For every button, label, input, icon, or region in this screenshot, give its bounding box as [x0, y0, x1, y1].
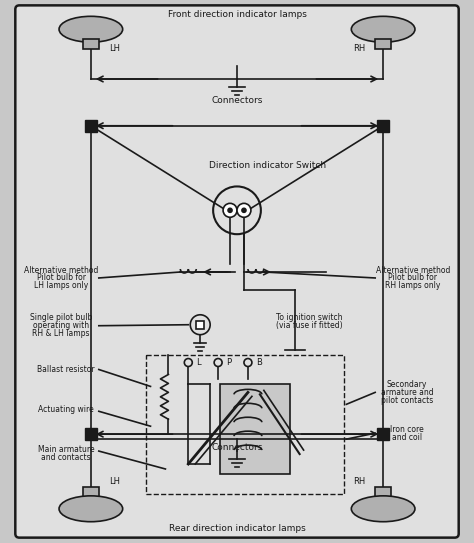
Text: Iron core: Iron core	[390, 425, 424, 434]
Ellipse shape	[59, 496, 123, 522]
Text: RH lamps only: RH lamps only	[385, 281, 441, 291]
Circle shape	[223, 203, 237, 217]
Bar	[85, 120, 97, 132]
Text: LH lamps only: LH lamps only	[34, 281, 88, 291]
Text: Alternative method: Alternative method	[24, 266, 98, 275]
Circle shape	[228, 209, 232, 212]
Text: and coil: and coil	[392, 433, 422, 441]
Bar	[83, 487, 99, 497]
Ellipse shape	[59, 16, 123, 42]
Circle shape	[242, 209, 246, 212]
Text: Direction indicator Switch: Direction indicator Switch	[209, 161, 327, 170]
Text: Connectors: Connectors	[211, 443, 263, 452]
Text: (via fuse if fitted): (via fuse if fitted)	[276, 321, 343, 330]
Text: RH & LH lamps: RH & LH lamps	[32, 329, 90, 338]
Text: Main armature: Main armature	[38, 445, 94, 453]
Text: Single pilot bulb: Single pilot bulb	[30, 313, 92, 322]
Bar	[375, 39, 391, 49]
Text: To ignition switch: To ignition switch	[276, 313, 343, 322]
Ellipse shape	[351, 496, 415, 522]
Text: Actuating wire: Actuating wire	[38, 405, 94, 414]
Circle shape	[237, 203, 251, 217]
Bar	[377, 428, 389, 440]
Text: LH: LH	[109, 477, 120, 487]
Text: and contacts: and contacts	[41, 452, 91, 462]
Text: P: P	[226, 358, 231, 367]
Bar	[85, 428, 97, 440]
Text: L: L	[196, 358, 201, 367]
Text: RH: RH	[353, 43, 365, 53]
Bar	[377, 120, 389, 132]
Text: operating with: operating with	[33, 321, 89, 330]
Text: Pilot bulb for: Pilot bulb for	[36, 274, 85, 282]
Text: Ballast resistor: Ballast resistor	[37, 365, 95, 374]
Text: Pilot bulb for: Pilot bulb for	[389, 274, 438, 282]
Bar	[83, 39, 99, 49]
Text: Secondary: Secondary	[387, 380, 427, 389]
Text: Front direction indicator lamps: Front direction indicator lamps	[168, 10, 306, 19]
Bar	[220, 384, 290, 474]
FancyBboxPatch shape	[15, 5, 459, 538]
Ellipse shape	[351, 16, 415, 42]
Bar	[196, 321, 204, 329]
Text: armature and: armature and	[381, 388, 433, 397]
Text: Alternative method: Alternative method	[376, 266, 450, 275]
Bar	[146, 355, 345, 494]
Bar	[375, 487, 391, 497]
Text: Connectors: Connectors	[211, 96, 263, 105]
Text: B: B	[256, 358, 262, 367]
Text: RH: RH	[353, 477, 365, 487]
Text: LH: LH	[109, 43, 120, 53]
Text: pilot contacts: pilot contacts	[381, 396, 433, 405]
Text: Rear direction indicator lamps: Rear direction indicator lamps	[169, 524, 305, 533]
